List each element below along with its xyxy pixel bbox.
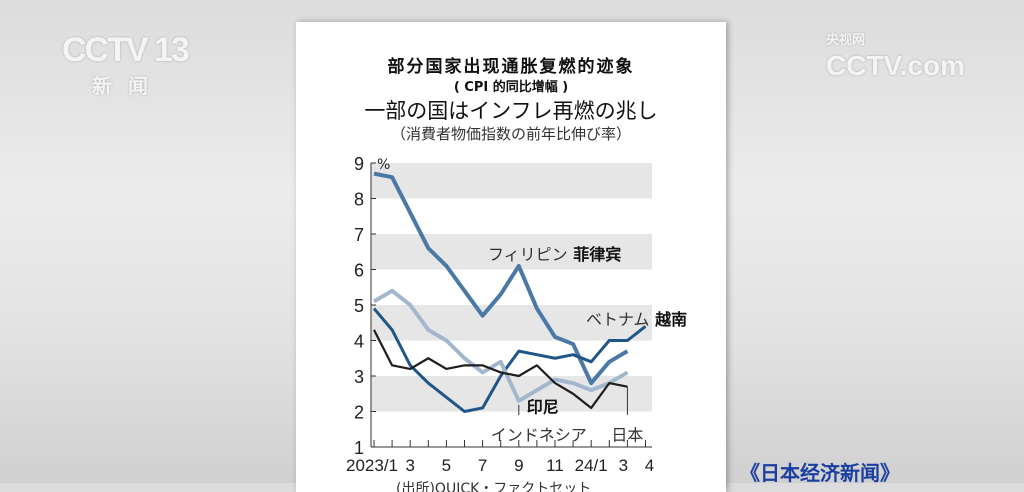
series-line-1 — [372, 307, 647, 413]
philippines-label-cn: 菲律宾 — [568, 245, 622, 264]
news-caption: 《日本经济新闻》 — [740, 461, 900, 485]
x-tick-label: 9 — [514, 456, 523, 475]
y-tick-label: 3 — [354, 367, 364, 387]
chart-card: 部分国家出现通胀复燃的迹象 ( CPI 的同比增幅 ) 一部の国はインフレ再燃の… — [296, 22, 726, 492]
x-tick-label: 7 — [478, 456, 487, 475]
y-tick-label: 6 — [354, 261, 364, 281]
x-tick-label: 2023/1 — [346, 456, 398, 475]
y-tick-label: 8 — [354, 190, 364, 210]
y-tick-label: 4 — [354, 332, 364, 352]
series-line-2 — [372, 288, 629, 403]
grid-band — [371, 305, 652, 341]
x-tick-label: 4 — [645, 456, 654, 475]
philippines-label: フィリピン 菲律宾 — [488, 245, 621, 264]
series-line-0 — [373, 171, 629, 386]
grid-band — [371, 234, 652, 270]
philippines-label-jp: フィリピン — [488, 245, 568, 264]
channel-sub: 新闻 — [92, 76, 164, 98]
x-tick-label: 5 — [442, 456, 451, 475]
y-tick-label: 2 — [354, 403, 364, 423]
vietnam-label-jp: ベトナム — [586, 310, 650, 329]
x-tick-label: 24/1 — [575, 456, 608, 475]
chart-title-cn: 部分国家出现通胀复燃的迹象 — [387, 57, 635, 77]
x-tick-label: 3 — [619, 456, 628, 475]
vietnam-label-cn: 越南 — [650, 310, 688, 329]
chart-title-jp: 一部の国はインフレ再燃の兆し — [364, 99, 658, 123]
corner-sub: 央视网 — [826, 32, 866, 47]
y-tick-label: 5 — [354, 296, 364, 316]
x-tick-label: 11 — [546, 456, 564, 475]
y-unit-label: % — [377, 157, 390, 173]
cctv-com-logo: CCTV.com 央视网 — [826, 32, 966, 81]
y-tick-label: 1 — [354, 438, 364, 458]
vietnam-label: ベトナム 越南 — [586, 310, 687, 329]
japan-label: 日本 — [611, 425, 643, 444]
series-line-3 — [373, 329, 628, 410]
chart-subtitle-cn: ( CPI 的同比增幅 ) — [453, 80, 569, 95]
indonesia-label-jp: インドネシア — [491, 425, 587, 444]
grid-band — [371, 163, 652, 199]
chart-subtitle-jp: （消費者物価指数の前年比伸び率） — [390, 125, 631, 143]
x-tick-label: 3 — [405, 456, 414, 475]
y-tick-label: 7 — [354, 225, 364, 245]
indonesia-label-cn: 印尼 — [527, 398, 559, 417]
y-tick-label: 9 — [354, 154, 364, 174]
cctv13-logo: CCTV 13 新闻 — [62, 31, 190, 98]
